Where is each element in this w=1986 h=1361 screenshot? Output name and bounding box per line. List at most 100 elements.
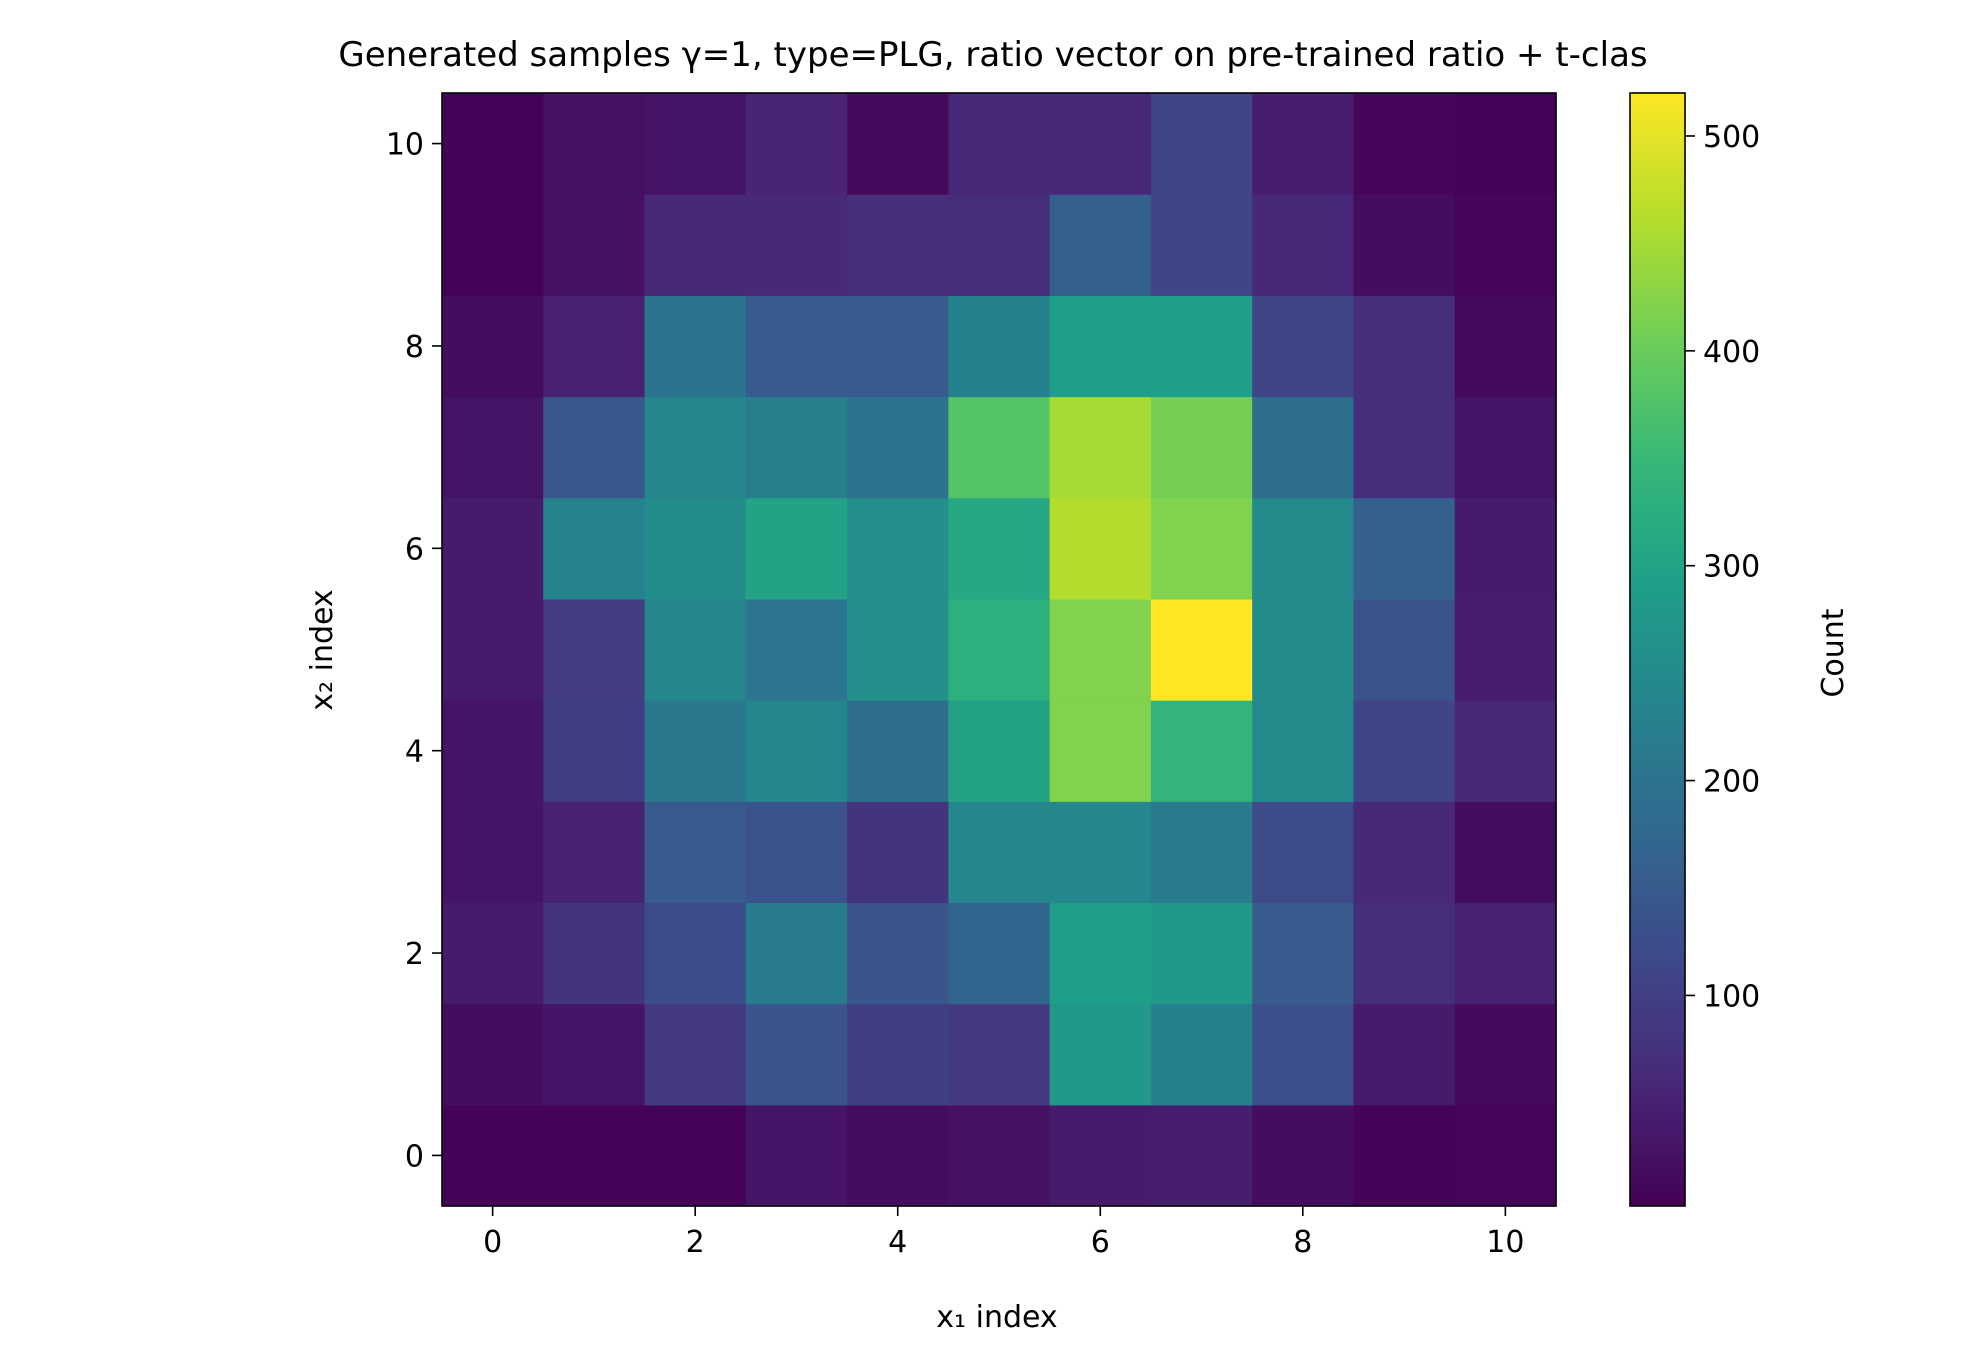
- heatmap-cell: [1049, 1003, 1152, 1106]
- heatmap-cell: [1454, 598, 1557, 701]
- x-tick-label: 0: [483, 1225, 502, 1260]
- heatmap-cell: [1252, 1003, 1355, 1106]
- colorbar-tick-label: 300: [1703, 550, 1760, 585]
- heatmap-cell: [745, 801, 848, 904]
- heatmap-cell: [948, 902, 1051, 1005]
- heatmap-cell: [847, 497, 949, 600]
- heatmap-cell: [1252, 497, 1355, 600]
- heatmap-cell: [847, 93, 949, 195]
- plot-frame: [441, 92, 1557, 1207]
- heatmap-cell: [1150, 1104, 1253, 1207]
- heatmap-cell: [847, 902, 949, 1005]
- heatmap-cell: [745, 194, 848, 296]
- heatmap-cell: [1353, 497, 1456, 600]
- heatmap-cell: [1353, 93, 1456, 195]
- heatmap-cell: [442, 93, 544, 195]
- heatmap-cell: [1150, 497, 1253, 600]
- heatmap-cell: [1049, 598, 1152, 701]
- heatmap-cell: [948, 801, 1051, 904]
- heatmap-cell: [442, 194, 544, 296]
- heatmap-cell: [1454, 801, 1557, 904]
- x-tick-label: 8: [1293, 1225, 1312, 1260]
- heatmap-cell: [543, 396, 646, 499]
- heatmap-cell: [948, 1104, 1051, 1207]
- heatmap-cell: [1252, 598, 1355, 701]
- y-tick-label: 10: [386, 128, 424, 163]
- y-axis-label: x₂ index: [305, 589, 340, 710]
- heatmap-cell: [1353, 1003, 1456, 1106]
- heatmap-cell: [1252, 1104, 1355, 1207]
- heatmap-cell: [847, 295, 949, 398]
- heatmap-cell: [1252, 801, 1355, 904]
- heatmap-cell: [543, 1104, 646, 1207]
- heatmap-cell: [543, 194, 646, 296]
- heatmap-cell: [745, 497, 848, 600]
- heatmap-cell: [1252, 700, 1355, 802]
- heatmap-cell: [442, 497, 544, 600]
- heatmap-cell: [948, 1003, 1051, 1106]
- heatmap-cell: [644, 1003, 747, 1106]
- heatmap-cell: [1454, 194, 1557, 296]
- heatmap-cell: [1049, 801, 1152, 904]
- heatmap-cell: [847, 801, 949, 904]
- heatmap-cell: [644, 700, 747, 802]
- heatmap-cell: [543, 801, 646, 904]
- y-tick-label: 4: [405, 735, 424, 770]
- heatmap-cell: [1454, 700, 1557, 802]
- heatmap-cell: [442, 598, 544, 701]
- heatmap-cell: [1353, 1104, 1456, 1207]
- heatmap-cell: [644, 1104, 747, 1207]
- heatmap-cell: [745, 700, 848, 802]
- heatmap-cell: [847, 1104, 949, 1207]
- heatmap-cell: [644, 598, 747, 701]
- heatmap-cell: [847, 598, 949, 701]
- colorbar-tick-label: 100: [1703, 979, 1760, 1014]
- x-tick-label: 4: [888, 1225, 907, 1260]
- heatmap-cell: [1252, 902, 1355, 1005]
- heatmap-cell: [644, 194, 747, 296]
- heatmap-cell: [1049, 700, 1152, 802]
- heatmap-cell: [442, 396, 544, 499]
- heatmap-cell: [745, 396, 848, 499]
- heatmap-cell: [1049, 194, 1152, 296]
- colorbar-tick-label: 200: [1703, 765, 1760, 800]
- heatmap-cell: [745, 1104, 848, 1207]
- heatmap-cell: [745, 1003, 848, 1106]
- heatmap-cell: [1049, 1104, 1152, 1207]
- chart-title: Generated samples γ=1, type=PLG, ratio v…: [338, 35, 1647, 75]
- heatmap-cell: [442, 1003, 544, 1106]
- heatmap-cells: [442, 93, 1557, 1207]
- colorbar-tick-label: 400: [1703, 335, 1760, 370]
- heatmap-cell: [948, 598, 1051, 701]
- heatmap-cell: [543, 902, 646, 1005]
- heatmap-cell: [1150, 700, 1253, 802]
- heatmap-cell: [948, 93, 1051, 195]
- heatmap-cell: [1454, 1003, 1557, 1106]
- colorbar-tick-label: 500: [1703, 120, 1760, 155]
- x-axis-label: x₁ index: [936, 1300, 1057, 1335]
- heatmap-cell: [543, 497, 646, 600]
- heatmap-cell: [1049, 497, 1152, 600]
- heatmap-cell: [1150, 194, 1253, 296]
- heatmap-cell: [1454, 396, 1557, 499]
- heatmap-cell: [442, 700, 544, 802]
- heatmap-cell: [745, 93, 848, 195]
- heatmap-cell: [1150, 598, 1253, 701]
- heatmap-cell: [745, 902, 848, 1005]
- x-tick-label: 6: [1091, 1225, 1110, 1260]
- heatmap-cell: [442, 902, 544, 1005]
- heatmap-cell: [442, 801, 544, 904]
- heatmap-cell: [847, 1003, 949, 1106]
- heatmap-cell: [442, 295, 544, 398]
- x-tick-label: 10: [1486, 1225, 1524, 1260]
- heatmap-cell: [1150, 93, 1253, 195]
- heatmap-cell: [644, 396, 747, 499]
- y-axis-ticks: 0 2 4 6 8 10: [386, 128, 442, 1174]
- heatmap-cell: [1150, 1003, 1253, 1106]
- y-tick-label: 2: [405, 937, 424, 972]
- heatmap-cell: [543, 598, 646, 701]
- heatmap-cell: [948, 396, 1051, 499]
- heatmap-cell: [948, 194, 1051, 296]
- heatmap-cell: [1049, 902, 1152, 1005]
- heatmap-cell: [1049, 396, 1152, 499]
